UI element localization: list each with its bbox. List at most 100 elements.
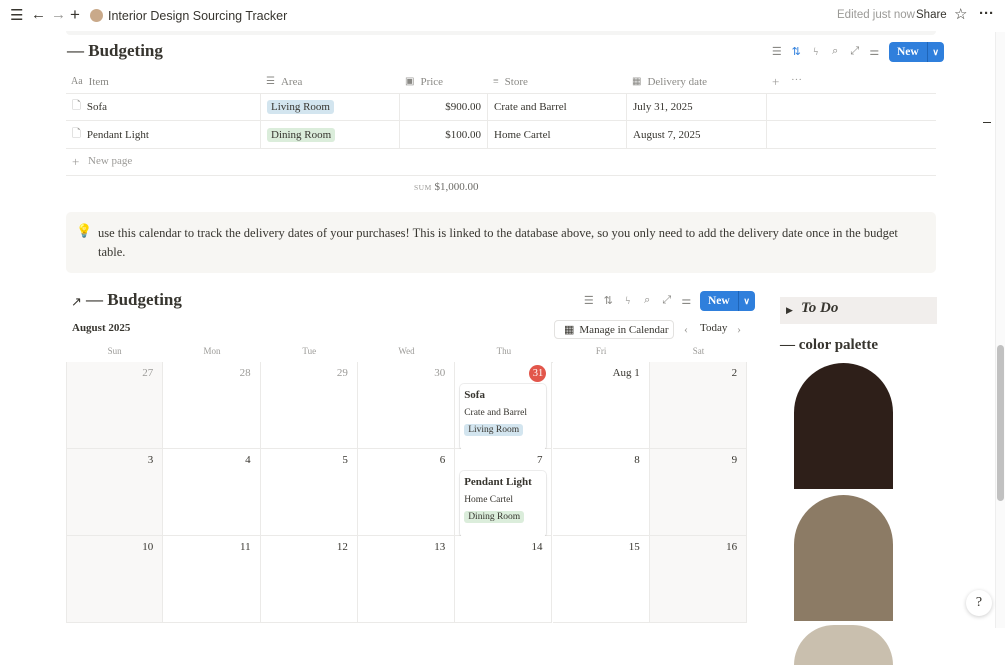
search-icon[interactable]: ⌕ xyxy=(832,45,839,57)
cell-text: July 31, 2025 xyxy=(633,100,693,113)
calendar-day-cell[interactable]: 7 Pendant Light Home Cartel Dining Room xyxy=(455,449,553,537)
star-icon[interactable]: ☆ xyxy=(954,6,968,23)
sum-label: SUM xyxy=(414,183,432,192)
cell-date[interactable]: August 7, 2025 xyxy=(627,121,767,148)
cell-price[interactable]: $900.00 xyxy=(400,93,488,120)
help-button[interactable]: ? xyxy=(966,590,992,616)
sum-footer[interactable]: SUM $1,000.00 xyxy=(414,181,479,193)
calendar-day-cell[interactable]: 14 xyxy=(455,536,553,623)
event-card[interactable]: Pendant Light Home Cartel Dining Room xyxy=(460,471,547,537)
calendar-day-cell[interactable]: 4 xyxy=(163,449,261,536)
todo-toggle[interactable]: ▶ To Do xyxy=(780,297,937,324)
calendar-new-button[interactable]: New ∨ xyxy=(700,291,755,311)
share-button[interactable]: Share xyxy=(916,9,947,21)
column-header[interactable]: Aa Item xyxy=(66,70,261,93)
calendar-day-cell[interactable]: Aug 1 xyxy=(552,362,650,449)
day-number: 5 xyxy=(342,454,348,466)
day-number: 12 xyxy=(336,541,348,553)
column-header[interactable]: ▣ Price xyxy=(400,70,488,93)
calendar-day-cell[interactable]: 31 Sofa Crate and Barrel Living Room xyxy=(455,362,553,450)
scrollbar[interactable] xyxy=(995,32,1005,628)
cell-date[interactable]: July 31, 2025 xyxy=(627,93,767,120)
expand-icon[interactable]: ⤢ xyxy=(662,294,672,306)
outline-marker[interactable] xyxy=(983,122,991,123)
sort-icon[interactable]: ⇅ xyxy=(791,46,801,58)
column-header[interactable]: ≡ Store xyxy=(488,70,627,93)
page-title[interactable]: Interior Design Sourcing Tracker xyxy=(108,9,288,23)
link-arrow-icon: ↗ xyxy=(71,294,82,309)
today-button[interactable]: Today xyxy=(700,322,728,334)
filter-icon[interactable]: ☰ xyxy=(771,46,782,58)
next-month-icon[interactable]: › xyxy=(737,322,741,336)
automation-icon[interactable]: ϟ xyxy=(813,45,819,58)
more-icon[interactable]: ··· xyxy=(979,5,994,22)
calendar-day-cell[interactable]: 6 xyxy=(357,449,456,536)
column-type-icon: ▦ xyxy=(632,76,642,87)
scrollbar-thumb[interactable] xyxy=(997,345,1004,501)
triangle-right-icon[interactable]: ▶ xyxy=(786,305,793,315)
chevron-down-icon[interactable]: ∨ xyxy=(743,295,751,306)
new-button[interactable]: New ∨ xyxy=(889,42,944,62)
cell-price[interactable]: $100.00 xyxy=(400,121,488,148)
event-title: Pendant Light xyxy=(464,476,532,488)
more-icon[interactable]: ··· xyxy=(791,74,802,86)
calendar-day-cell[interactable]: 16 xyxy=(649,536,748,623)
automation-icon[interactable]: ϟ xyxy=(625,294,631,307)
column-header[interactable]: ▦ Delivery date xyxy=(627,70,767,93)
calendar-day-cell[interactable]: 11 xyxy=(163,536,261,623)
forward-arrow-icon[interactable]: → xyxy=(51,6,66,23)
day-number: 4 xyxy=(245,454,251,466)
calendar-day-cell[interactable]: 27 xyxy=(66,362,164,449)
column-type-icon: ≡ xyxy=(493,76,499,87)
column-label: Store xyxy=(504,75,528,88)
settings-icon[interactable]: ⚌ xyxy=(869,46,880,58)
column-label: Area xyxy=(280,75,303,88)
calendar-day-cell[interactable]: 12 xyxy=(260,536,358,623)
callout: 💡 use this calendar to track the deliver… xyxy=(66,212,936,273)
cell-store[interactable]: Crate and Barrel xyxy=(488,93,627,120)
cell-area[interactable]: Dining Room xyxy=(261,121,400,148)
calendar-day-cell[interactable]: 30 xyxy=(357,362,456,449)
back-arrow-icon[interactable]: ← xyxy=(31,6,46,23)
event-card[interactable]: Sofa Crate and Barrel Living Room xyxy=(460,384,547,450)
day-number: 27 xyxy=(142,367,154,379)
calendar-day-cell[interactable]: 28 xyxy=(163,362,261,449)
cell-area[interactable]: Living Room xyxy=(261,93,400,120)
chevron-down-icon[interactable]: ∨ xyxy=(932,46,940,57)
calendar-title[interactable]: — Budgeting xyxy=(86,290,182,309)
search-icon[interactable]: ⌕ xyxy=(644,294,651,306)
expand-icon[interactable]: ⤢ xyxy=(850,45,860,57)
manage-in-calendar-button[interactable]: ▦ Manage in Calendar xyxy=(554,320,674,339)
column-header[interactable]: ☰ Area xyxy=(261,70,400,93)
filter-icon[interactable]: ☰ xyxy=(583,295,594,307)
calendar-day-cell[interactable]: 9 xyxy=(649,449,748,536)
settings-icon[interactable]: ⚌ xyxy=(681,295,692,307)
new-page-row[interactable]: + New page xyxy=(66,148,936,176)
table-row[interactable]: 🗋 Pendant Light Dining Room $100.00 Home Car… xyxy=(66,121,936,149)
day-number: 7 xyxy=(536,454,543,466)
menu-icon[interactable]: ☰ xyxy=(10,7,24,24)
calendar-day-cell[interactable]: 5 xyxy=(260,449,358,536)
calendar-day-cell[interactable]: 15 xyxy=(552,536,650,623)
calendar-day-cell[interactable]: 2 xyxy=(649,362,748,449)
calendar-day-cell[interactable]: 10 xyxy=(66,536,164,623)
calendar-day-cell[interactable]: 29 xyxy=(260,362,358,449)
calendar-day-cell[interactable]: 3 xyxy=(66,449,164,536)
prev-month-icon[interactable]: ‹ xyxy=(684,322,688,336)
weekday-label: Wed xyxy=(398,346,415,356)
new-button-label: New xyxy=(889,42,928,62)
column-type-icon: Aa xyxy=(71,76,83,87)
sum-value: $1,000.00 xyxy=(434,181,479,193)
sort-icon[interactable]: ⇅ xyxy=(603,295,613,307)
table-row[interactable]: 🗋 Sofa Living Room $900.00 Crate and Barrel J… xyxy=(66,93,936,121)
new-page-label: New page xyxy=(88,155,133,167)
cell-text: Crate and Barrel xyxy=(494,100,567,113)
calendar-day-cell[interactable]: 13 xyxy=(357,536,456,623)
add-column-icon[interactable]: + xyxy=(772,74,780,89)
cell-store[interactable]: Home Cartel xyxy=(488,121,627,148)
cell-item[interactable]: 🗋 Sofa xyxy=(66,93,261,120)
cell-item[interactable]: 🗋 Pendant Light xyxy=(66,121,261,148)
calendar-day-cell[interactable]: 8 xyxy=(552,449,650,536)
plus-icon[interactable]: + xyxy=(70,5,80,24)
today-marker: 31 xyxy=(529,365,547,382)
